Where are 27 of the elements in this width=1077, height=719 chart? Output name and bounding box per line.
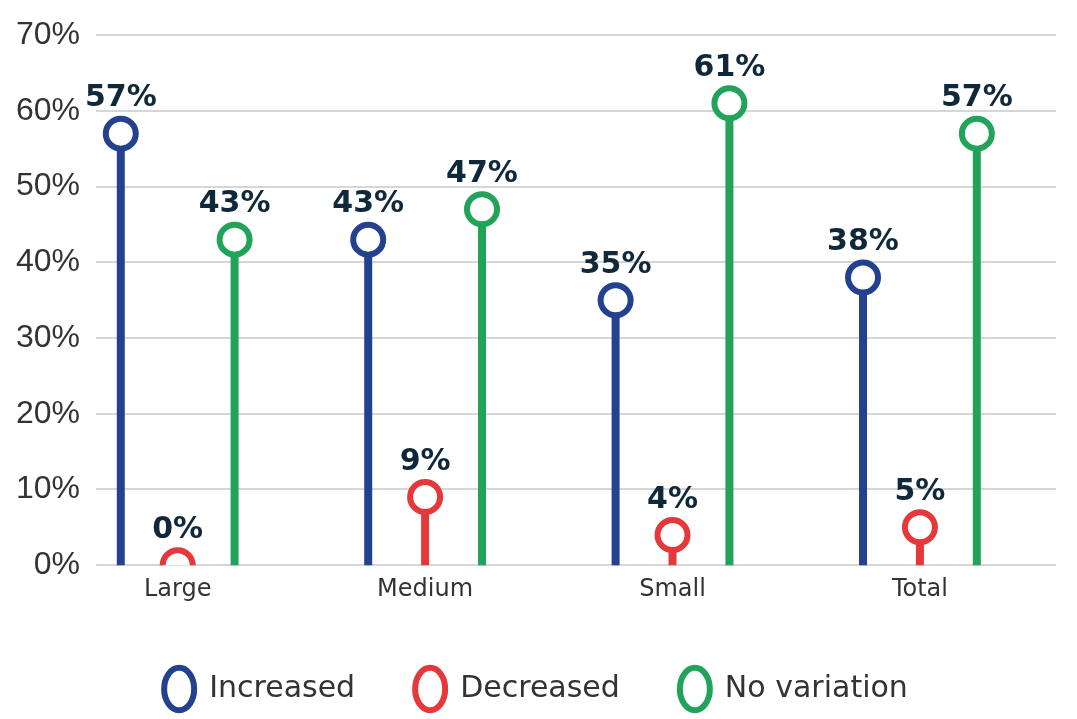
data-label: 5% [894,472,946,508]
data-label: 0% [152,510,204,545]
y-tick-label: 20% [16,393,81,430]
data-label: 35% [579,245,652,280]
legend-label: Decreased [460,668,620,704]
y-tick-label: 30% [16,317,81,354]
x-tick-label: Medium [377,573,474,602]
x-tick-label: Small [639,573,706,602]
y-tick-label: 10% [16,469,81,506]
y-tick-label: 60% [16,90,81,127]
y-tick-label: 0% [33,545,81,582]
data-label: 47% [446,154,518,190]
data-label: 38% [827,222,899,258]
data-label: 61% [693,48,766,84]
data-label: 4% [647,479,698,515]
y-tick-label: 40% [16,242,81,279]
data-label: 57% [940,78,1013,114]
data-label: 57% [84,78,157,114]
legend-label: No variation [724,668,908,704]
data-label: 43% [332,184,405,220]
y-tick-label: 70% [16,15,81,52]
y-tick-label: 50% [16,166,81,203]
x-tick-label: Large [143,573,212,602]
legend-label: Increased [209,668,356,704]
data-label: 43% [198,184,271,220]
x-tick-label: Total [890,573,948,602]
data-label: 9% [399,441,451,477]
